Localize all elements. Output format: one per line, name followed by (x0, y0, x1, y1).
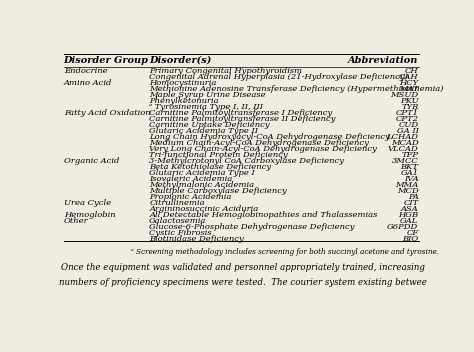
Text: Very Long Chain-Acyl-CoA Dehydrogenase Deficiency: Very Long Chain-Acyl-CoA Dehydrogenase D… (149, 145, 377, 153)
Text: VLCAD: VLCAD (388, 145, 419, 153)
Text: LCHAD: LCHAD (386, 133, 419, 141)
Text: MAT: MAT (399, 85, 419, 93)
Text: Carnitine Uptake Deficiency: Carnitine Uptake Deficiency (149, 121, 270, 129)
Text: Methylmalonic Acidemia: Methylmalonic Acidemia (149, 181, 255, 189)
Text: Glucose-6-Phosphate Dehydrogenase Deficiency: Glucose-6-Phosphate Dehydrogenase Defici… (149, 223, 355, 231)
Text: HGB: HGB (398, 211, 419, 219)
Text: IVA: IVA (404, 175, 419, 183)
Text: Biotinidase Deficiency: Biotinidase Deficiency (149, 235, 244, 243)
Text: Carnitine Palmitoyltransferase I Deficiency: Carnitine Palmitoyltransferase I Deficie… (149, 109, 332, 117)
Text: Carnitine Palmitoyltransferase II Deficiency: Carnitine Palmitoyltransferase II Defici… (149, 115, 336, 123)
Text: All Detectable Hemoglobinopathies and Thalassemias: All Detectable Hemoglobinopathies and Th… (149, 211, 378, 219)
Text: MCD: MCD (397, 187, 419, 195)
Text: HCY: HCY (400, 79, 419, 87)
Text: Urea Cycle: Urea Cycle (64, 199, 111, 207)
Text: Hemoglobin: Hemoglobin (64, 211, 115, 219)
Text: Beta Ketothiolase Deficiency: Beta Ketothiolase Deficiency (149, 163, 272, 171)
Text: Other: Other (64, 217, 88, 225)
Text: ᵃ Tyrosinemia Type I, II, III: ᵃ Tyrosinemia Type I, II, III (149, 103, 263, 111)
Text: 3-Methylcrotonyl CoA Carboxylase Deficiency: 3-Methylcrotonyl CoA Carboxylase Deficie… (149, 157, 344, 165)
Text: PA: PA (408, 193, 419, 201)
Text: Maple Syrup Urine Disease: Maple Syrup Urine Disease (149, 91, 266, 99)
Text: Citrullinemia: Citrullinemia (149, 199, 205, 207)
Text: Amino Acid: Amino Acid (64, 79, 112, 87)
Text: numbers of proficiency specimens were tested.  The courier system existing betwe: numbers of proficiency specimens were te… (59, 278, 427, 287)
Text: Multiple Carboxylase Deficiency: Multiple Carboxylase Deficiency (149, 187, 287, 195)
Text: CAH: CAH (399, 73, 419, 81)
Text: GAL: GAL (400, 217, 419, 225)
Text: ᵃ Screening methodology includes screening for both succinyl acetone and tyrosin: ᵃ Screening methodology includes screeni… (131, 248, 439, 256)
Text: CPT1: CPT1 (395, 109, 419, 117)
Text: Galactosemia: Galactosemia (149, 217, 207, 225)
Text: Primary Congenital Hypothyroidism: Primary Congenital Hypothyroidism (149, 67, 302, 75)
Text: Congenital Adrenal Hyperplasia (21-Hydroxylase Deficiency): Congenital Adrenal Hyperplasia (21-Hydro… (149, 73, 408, 81)
Text: Fatty Acid Oxidation: Fatty Acid Oxidation (64, 109, 150, 117)
Text: GA II: GA II (397, 127, 419, 135)
Text: Glutaric Acidemia Type I: Glutaric Acidemia Type I (149, 169, 255, 177)
Text: CH: CH (405, 67, 419, 75)
Text: Disorder Group: Disorder Group (64, 56, 149, 64)
Text: G6PDD: G6PDD (387, 223, 419, 231)
Text: Once the equipment was validated and personnel appropriately trained, increasing: Once the equipment was validated and per… (61, 263, 425, 272)
Text: PKU: PKU (400, 97, 419, 105)
Text: MSUD: MSUD (391, 91, 419, 99)
Text: Cystic Fibrosis: Cystic Fibrosis (149, 229, 212, 237)
Text: ASA: ASA (401, 205, 419, 213)
Text: Organic Acid: Organic Acid (64, 157, 119, 165)
Text: Medium Chain-Acyl-CoA Dehydrogenase Deficiency: Medium Chain-Acyl-CoA Dehydrogenase Defi… (149, 139, 369, 147)
Text: Long Chain Hydroxyacyl-CoA Dehydrogenase Deficiency: Long Chain Hydroxyacyl-CoA Dehydrogenase… (149, 133, 390, 141)
Text: CF: CF (406, 229, 419, 237)
Text: Isovaleric Acidemia: Isovaleric Acidemia (149, 175, 233, 183)
Text: Argininosuccinic Aciduria: Argininosuccinic Aciduria (149, 205, 258, 213)
Text: 3MCC: 3MCC (392, 157, 419, 165)
Text: Propionic Acidemia: Propionic Acidemia (149, 193, 232, 201)
Text: BIO: BIO (402, 235, 419, 243)
Text: Disorder(s): Disorder(s) (149, 56, 211, 64)
Text: Tri-functional Protein Deficiency: Tri-functional Protein Deficiency (149, 151, 288, 159)
Text: TFP: TFP (401, 151, 419, 159)
Text: BKT: BKT (401, 163, 419, 171)
Text: CUD: CUD (398, 121, 419, 129)
Text: Homocystinuria: Homocystinuria (149, 79, 217, 87)
Text: Abbreviation: Abbreviation (348, 56, 419, 64)
Text: Endocrine: Endocrine (64, 67, 107, 75)
Text: GA1: GA1 (401, 169, 419, 177)
Text: Methionine Adenosine Transferase Deficiency (Hypermethioninemia): Methionine Adenosine Transferase Deficie… (149, 85, 444, 93)
Text: MCAD: MCAD (391, 139, 419, 147)
Text: TYR: TYR (401, 103, 419, 111)
Text: CPT2: CPT2 (395, 115, 419, 123)
Text: CIT: CIT (403, 199, 419, 207)
Text: MMA: MMA (395, 181, 419, 189)
Text: Phenylketonuria: Phenylketonuria (149, 97, 219, 105)
Text: Glutaric Acidemia Type II: Glutaric Acidemia Type II (149, 127, 258, 135)
